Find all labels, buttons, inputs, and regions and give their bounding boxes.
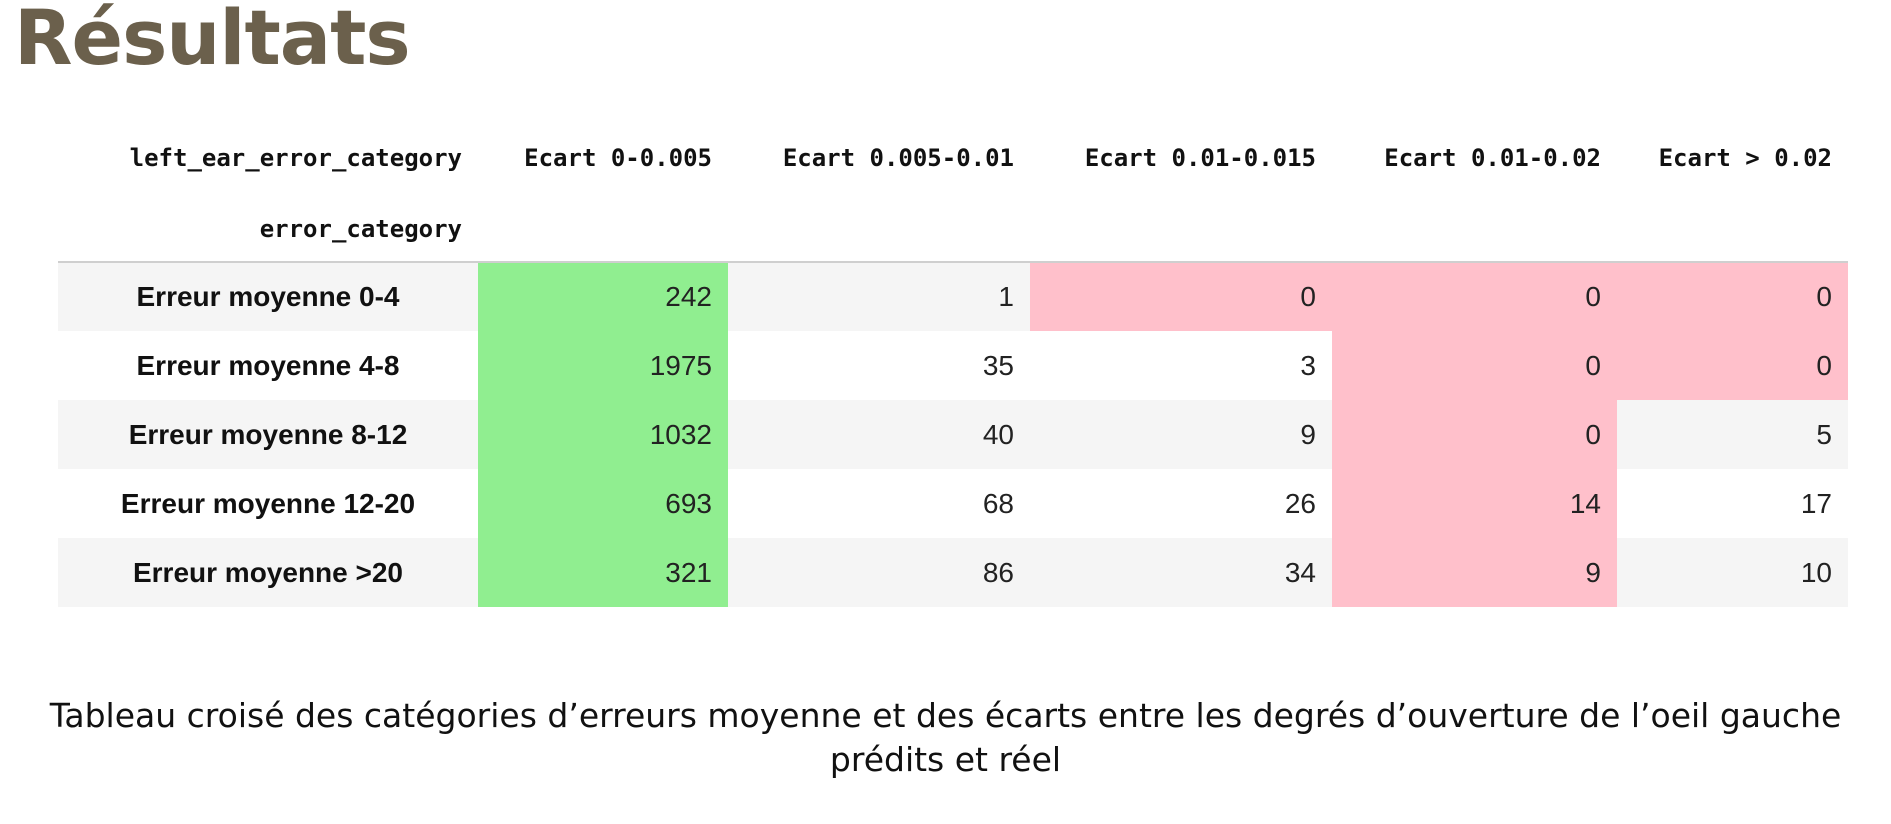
table-cell: 1 [998,281,1014,312]
column-header: Ecart 0.01-0.015 [1084,144,1316,172]
table-cell: 0 [1030,262,1332,331]
table-cell: 34 [1284,556,1316,588]
corner-row-header: error_category [259,214,462,243]
table-row: Erreur moyenne 4-8 1975 35 3 0 0 [58,331,1848,400]
table-cell: 3 [1300,349,1316,381]
page-title: Résultats [14,0,411,82]
table-cell: 1975 [478,331,728,400]
table-cell: 0 [1617,331,1848,400]
column-header: Ecart 0.005-0.01 [782,144,1014,172]
table-cell: 14 [1332,469,1617,538]
column-header-row: left_ear_error_category Ecart 0-0.005 Ec… [58,120,1848,196]
row-label: Erreur moyenne 4-8 [136,349,400,381]
table-body: Erreur moyenne 0-4 242 1 0 0 0 Erreur mo… [58,262,1848,607]
column-header: Ecart 0.01-0.02 [1384,144,1601,172]
table-row: Erreur moyenne >20 321 86 34 9 10 [58,538,1848,607]
table-cell: 40 [982,418,1014,450]
table-cell: 1032 [478,400,728,469]
table-cell: 0 [1332,331,1617,400]
table-cell: 17 [1800,487,1832,519]
index-header-row: error_category [58,196,1848,262]
table-cell: 26 [1284,487,1316,519]
table-cell: 693 [478,469,728,538]
column-header: Ecart 0-0.005 [524,144,712,172]
corner-column-header: left_ear_error_category [129,144,462,172]
table-row: Erreur moyenne 0-4 242 1 0 0 0 [58,262,1848,331]
column-header: Ecart > 0.02 [1658,144,1832,172]
table-row: Erreur moyenne 8-12 1032 40 9 0 5 [58,400,1848,469]
crosstab-table: left_ear_error_category Ecart 0-0.005 Ec… [58,120,1848,607]
table-cell: 5 [1816,418,1832,450]
table-cell: 242 [478,262,728,331]
table-cell: 68 [982,487,1014,519]
table-cell: 9 [1332,538,1617,607]
row-label: Erreur moyenne 12-20 [120,487,416,519]
table-cell: 321 [478,538,728,607]
table-caption: Tableau croisé des catégories d’erreurs … [49,696,1842,779]
table-cell: 0 [1332,400,1617,469]
table-cell: 0 [1332,262,1617,331]
table-cell: 9 [1300,418,1316,450]
table-cell: 86 [982,556,1014,588]
table-cell: 35 [982,349,1014,381]
table-cell: 0 [1617,262,1848,331]
table-row: Erreur moyenne 12-20 693 68 26 14 17 [58,469,1848,538]
row-label: Erreur moyenne 8-12 [128,418,408,450]
row-label: Erreur moyenne >20 [132,556,404,588]
row-label: Erreur moyenne 0-4 [136,281,400,312]
table-cell: 10 [1800,556,1832,588]
